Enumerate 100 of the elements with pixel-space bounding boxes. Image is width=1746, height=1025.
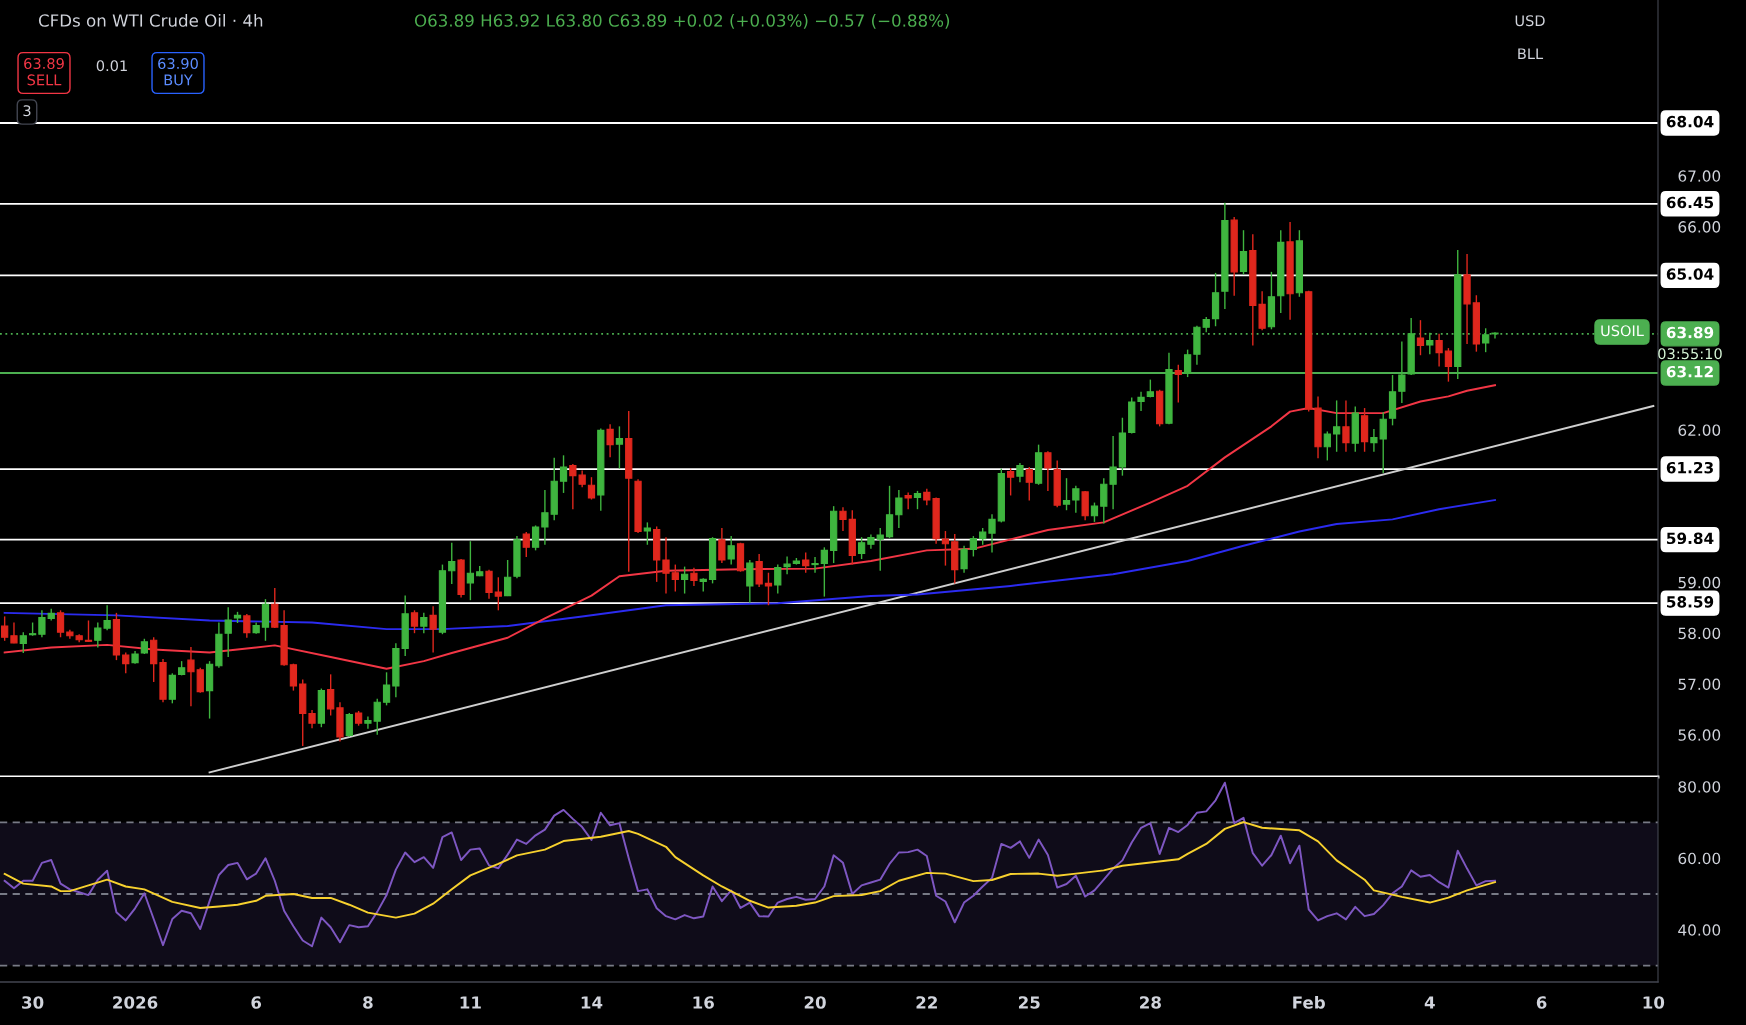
x-tick-label: 16 (693, 996, 714, 1009)
x-tick-label: 14 (581, 996, 603, 1009)
candlestick (38, 609, 46, 638)
candlestick (494, 576, 502, 612)
x-tick-label: 4 (1424, 996, 1435, 1009)
candlestick (746, 559, 754, 604)
candlestick (1137, 391, 1145, 412)
x-tick-label: 6 (251, 996, 262, 1009)
candlestick (1090, 501, 1099, 523)
candlestick (122, 651, 130, 675)
candlestick (485, 568, 493, 600)
candlestick (988, 513, 996, 554)
candlestick (364, 715, 372, 730)
y-tick-label: 56.00 (1678, 729, 1721, 741)
x-tick-label: 6 (1536, 996, 1547, 1009)
x-tick-label: 2026 (113, 996, 158, 1009)
ref-line-label: 59.84 (1667, 532, 1714, 545)
candlestick (857, 536, 866, 560)
x-tick-label: 8 (363, 996, 373, 1009)
y-tick-label: 62.00 (1678, 424, 1721, 436)
candlestick (727, 535, 735, 566)
x-tick-label: Feb (1293, 995, 1325, 1009)
candlestick (1444, 347, 1453, 383)
line-series (3, 384, 1496, 670)
candlestick (1416, 319, 1425, 356)
candlestick (1072, 485, 1080, 514)
candlestick (1342, 399, 1350, 453)
candlestick (820, 546, 828, 598)
candlestick (587, 476, 596, 501)
candlestick (1435, 333, 1443, 368)
candlestick (289, 662, 298, 692)
candlestick (839, 506, 847, 532)
candlestick (680, 565, 689, 595)
candlestick (969, 535, 978, 558)
text: 03:55:10 (1658, 348, 1722, 360)
candlestick (150, 636, 158, 683)
candlestick (1323, 430, 1331, 462)
annotation: 63.90 BUY (158, 58, 198, 86)
candlestick (1333, 399, 1341, 453)
text: O63.89 H63.92 L63.80 C63.89 +0.02 (+0.03%) −0.57 (−0.88%) (414, 13, 950, 29)
candlestick (764, 572, 773, 606)
ref-line-label: 58.59 (1667, 596, 1714, 608)
candlestick (261, 598, 270, 642)
candlestick (1081, 490, 1089, 522)
ref-line-label: 68.04 (1666, 115, 1714, 128)
candlestick (662, 536, 670, 595)
x-tick-label: 25 (1018, 996, 1040, 1009)
x-tick-label: 10 (1643, 996, 1665, 1009)
candlestick (1, 615, 9, 642)
candlestick (1007, 467, 1015, 497)
candlestick (960, 545, 968, 574)
candlestick (448, 542, 456, 585)
x-tick-label: 20 (804, 996, 826, 1009)
candlestick (410, 609, 419, 634)
candlestick (1044, 450, 1052, 492)
y-tick-label: 67.00 (1678, 170, 1721, 182)
y-tick-label: 60.00 (1678, 852, 1721, 865)
ref-line-label: 61.23 (1666, 461, 1713, 474)
y-tick-label: 40.00 (1678, 924, 1721, 936)
line-series (3, 781, 1496, 948)
candlestick (1482, 327, 1490, 353)
candlestick (885, 485, 894, 539)
candlestick (606, 423, 614, 459)
line-series (3, 499, 1496, 631)
ref-line-label: 63.12 (1666, 365, 1713, 378)
text: CFDs on WTI Crude Oil · 4h (38, 13, 263, 27)
candlestick (327, 673, 335, 717)
annotation: BLL (1518, 48, 1544, 60)
candlestick (345, 712, 353, 738)
candlestick (187, 646, 195, 708)
candlestick (774, 563, 782, 595)
candlestick (615, 425, 624, 470)
candlestick (429, 605, 437, 654)
candlestick (1016, 462, 1024, 483)
candlestick (1426, 332, 1434, 355)
candlestick (522, 531, 530, 558)
ref-line-label: 63.89 (1666, 326, 1714, 339)
candlestick (1183, 348, 1192, 378)
candlestick (690, 566, 698, 587)
candlestick (504, 559, 512, 597)
candlestick (913, 490, 922, 510)
candlestick (531, 524, 540, 552)
y-tick-label: 59.00 (1678, 576, 1721, 589)
x-tick-label: 22 (916, 996, 937, 1009)
candlestick (671, 563, 679, 593)
candlestick (196, 667, 204, 694)
candlestick (1239, 229, 1248, 276)
x-tick-label: 28 (1140, 996, 1161, 1009)
y-tick-label: 57.00 (1678, 678, 1721, 691)
candlestick (56, 609, 65, 638)
candlestick (802, 551, 810, 574)
y-tick-label: 80.00 (1678, 781, 1721, 793)
candlestick (559, 454, 568, 494)
candlestick (643, 521, 651, 546)
candlestick (308, 709, 316, 729)
candlestick (1062, 477, 1071, 511)
candlestick (466, 540, 475, 601)
annotation: 3 (23, 105, 31, 117)
ref-line-label: 66.45 (1666, 196, 1714, 209)
candlestick (755, 553, 763, 588)
